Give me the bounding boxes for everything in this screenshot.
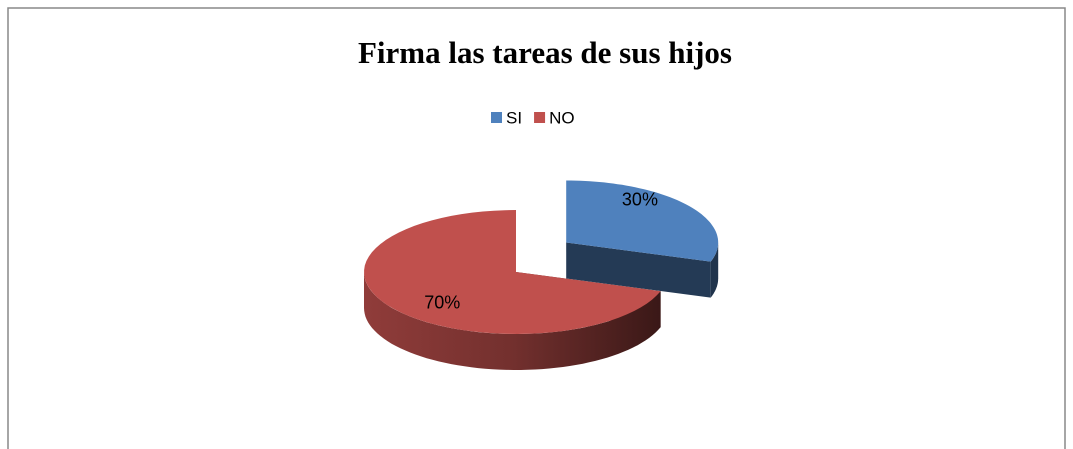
slice [364, 210, 661, 334]
legend-label: SI [506, 108, 522, 127]
legend-swatch [534, 112, 546, 123]
legend-swatch [491, 112, 502, 123]
chart-title: Firma las tareas de sus hijos [358, 35, 732, 70]
legend-label: NO [549, 108, 575, 127]
slice [566, 180, 719, 262]
legend: SI NO [491, 108, 575, 127]
frame [7, 7, 1066, 449]
data-label: 30% [622, 189, 658, 209]
data-label: 70% [424, 293, 460, 313]
slice-side [710, 242, 719, 298]
slice-side [364, 272, 661, 370]
slice-wall [566, 242, 711, 298]
pie: 30% 70% [364, 180, 719, 370]
